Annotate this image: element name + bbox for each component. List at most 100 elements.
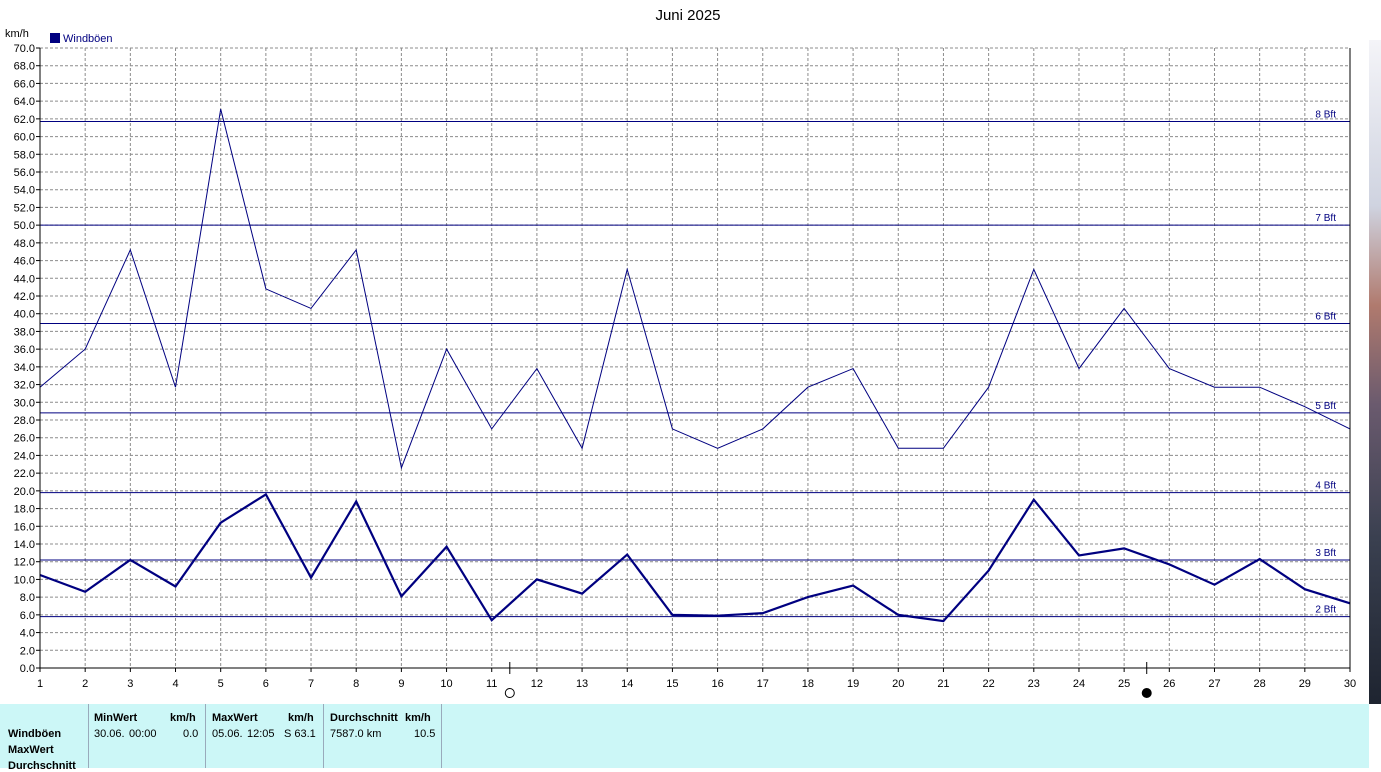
y-tick-label: 2.0 [20, 645, 35, 657]
beaufort-label: 5 Bft [1315, 401, 1336, 412]
min-time: 00:00 [129, 728, 157, 740]
y-tick-label: 60.0 [14, 132, 35, 144]
y-tick-label: 44.0 [14, 273, 35, 285]
row-label-maxwert: MaxWert [8, 744, 54, 756]
y-tick-label: 20.0 [14, 486, 35, 498]
x-tick-label: 29 [1299, 678, 1311, 690]
x-tick-label: 6 [263, 678, 269, 690]
max-time: 12:05 [247, 728, 275, 740]
y-tick-label: 0.0 [20, 663, 35, 675]
y-tick-label: 22.0 [14, 468, 35, 480]
x-tick-label: 11 [486, 678, 497, 690]
max-date: 05.06. [212, 728, 243, 740]
min-date: 30.06. [94, 728, 125, 740]
max-header: MaxWert [212, 712, 258, 724]
y-tick-label: 40.0 [14, 309, 35, 321]
y-tick-label: 66.0 [14, 78, 35, 90]
beaufort-label: 6 Bft [1315, 311, 1336, 322]
column-divider [88, 704, 89, 768]
x-tick-label: 16 [711, 678, 723, 690]
x-tick-label: 9 [398, 678, 404, 690]
x-tick-label: 15 [666, 678, 678, 690]
y-tick-label: 16.0 [14, 521, 35, 533]
x-tick-label: 20 [892, 678, 904, 690]
y-tick-label: 62.0 [14, 114, 35, 126]
stats-panel: Windböen MaxWert Durchschnitt MinWert km… [0, 704, 1369, 772]
y-tick-label: 8.0 [20, 592, 35, 604]
x-tick-labels: 1 2 3 4 5 6 7 8 9 10 11 12 13 14 15 16 17 18 19 20 21 22 23 24 2… [37, 668, 1356, 690]
beaufort-label: 3 Bft [1315, 548, 1336, 559]
x-tick-label: 10 [440, 678, 452, 690]
y-tick-label: 68.0 [14, 61, 35, 73]
legend-label: Windböen [63, 33, 113, 45]
x-tick-label: 24 [1073, 678, 1085, 690]
column-divider [441, 704, 442, 768]
column-divider [323, 704, 324, 768]
wind-chart: 2 Bft 3 Bft 4 Bft 5 Bft 6 Bft 7 Bft 8 Bft 0.0 2… [5, 7, 1356, 698]
y-tick-label: 64.0 [14, 96, 35, 108]
row-label-durchschnitt: Durchschnitt [8, 760, 76, 772]
column-divider [205, 704, 206, 768]
min-value: 0.0 [183, 728, 199, 740]
horizontal-gridlines [40, 47, 1350, 651]
x-tick-label: 17 [757, 678, 769, 690]
y-tick-label: 6.0 [20, 610, 35, 622]
x-tick-label: 21 [937, 678, 949, 690]
y-tick-label: 24.0 [14, 450, 35, 462]
series-line-thick [39, 492, 1351, 623]
x-tick-label: 13 [576, 678, 588, 690]
y-tick-label: 14.0 [14, 539, 35, 551]
avg-header: Durchschnitt [330, 712, 398, 724]
y-tick-label: 50.0 [14, 220, 35, 232]
x-tick-label: 2 [82, 678, 88, 690]
avg-unit: km/h [405, 712, 431, 724]
y-tick-label: 4.0 [20, 628, 35, 640]
y-tick-label: 30.0 [14, 397, 35, 409]
new-moon-icon [1141, 688, 1152, 698]
avg-distance: 7587.0 km [330, 728, 382, 740]
row-label-windboeen: Windböen [8, 728, 62, 740]
x-tick-label: 12 [531, 678, 543, 690]
full-moon-icon [504, 688, 515, 698]
y-tick-labels: 0.0 2.0 4.0 6.0 8.0 10.0 12.0 14.0 16.0 18.0 20.0 2… [14, 43, 40, 675]
x-tick-label: 8 [353, 678, 359, 690]
y-tick-label: 48.0 [14, 238, 35, 250]
y-tick-label: 70.0 [14, 43, 35, 55]
axes [39, 48, 1351, 669]
y-tick-label: 28.0 [14, 415, 35, 427]
moon-markers [504, 662, 1152, 698]
x-tick-label: 30 [1344, 678, 1356, 690]
x-tick-label: 23 [1028, 678, 1040, 690]
x-tick-label: 25 [1118, 678, 1130, 690]
legend-swatch [50, 33, 60, 43]
y-axis-unit: km/h [5, 28, 29, 40]
series-line-windboeen [39, 108, 1351, 470]
y-tick-label: 58.0 [14, 149, 35, 161]
min-unit: km/h [170, 712, 196, 724]
side-photo-strip [1369, 40, 1381, 704]
x-tick-label: 7 [308, 678, 314, 690]
beaufort-label: 4 Bft [1315, 481, 1336, 492]
y-tick-label: 54.0 [14, 185, 35, 197]
x-tick-label: 5 [218, 678, 224, 690]
y-tick-label: 52.0 [14, 202, 35, 214]
x-tick-label: 19 [847, 678, 859, 690]
x-tick-label: 1 [37, 678, 43, 690]
beaufort-label: 2 Bft [1315, 605, 1336, 616]
max-unit: km/h [288, 712, 314, 724]
vertical-gridlines [84, 48, 1351, 668]
beaufort-lines: 2 Bft 3 Bft 4 Bft 5 Bft 6 Bft 7 Bft 8 Bft [40, 110, 1350, 618]
x-tick-label: 3 [127, 678, 133, 690]
y-tick-label: 56.0 [14, 167, 35, 179]
y-tick-label: 26.0 [14, 433, 35, 445]
beaufort-label: 8 Bft [1315, 110, 1336, 121]
x-tick-label: 26 [1163, 678, 1175, 690]
y-tick-label: 32.0 [14, 380, 35, 392]
y-tick-label: 42.0 [14, 291, 35, 303]
y-tick-label: 18.0 [14, 504, 35, 516]
chart-title: Juni 2025 [655, 7, 720, 24]
series-lines [39, 108, 1351, 623]
x-tick-label: 18 [802, 678, 814, 690]
y-tick-label: 10.0 [14, 574, 35, 586]
x-tick-label: 22 [982, 678, 994, 690]
